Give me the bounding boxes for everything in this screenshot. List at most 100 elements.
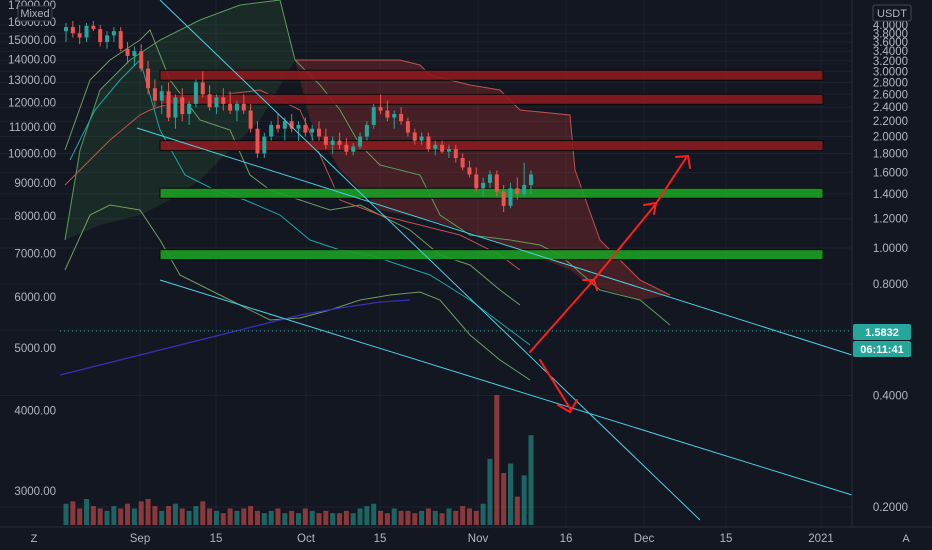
volume-bar: [419, 510, 425, 525]
countdown-value: 06:11:41: [860, 344, 903, 356]
volume-bar: [159, 510, 165, 525]
volume-bar: [186, 510, 192, 525]
candle-body: [303, 124, 308, 133]
trend-lines: [136, 0, 853, 521]
auto-scale-icon[interactable]: A: [902, 533, 910, 545]
candle-body: [344, 144, 349, 152]
right-tick-label: 1.0000: [873, 243, 908, 255]
date-tick-label: 15: [210, 533, 223, 545]
volume-bar: [90, 506, 96, 525]
right-tick-label: 1.8000: [873, 148, 908, 160]
projection-arrows: [529, 154, 691, 414]
support-zone[interactable]: [159, 187, 824, 199]
candle-body: [453, 149, 458, 159]
arrow-down-path: [539, 359, 572, 411]
candle-body: [371, 107, 376, 125]
left-tick-label: 8000.00: [14, 211, 56, 223]
volume-bar: [70, 501, 76, 525]
volume-bar: [289, 510, 295, 525]
volume-bar: [111, 506, 117, 525]
volume-bar: [104, 510, 110, 525]
right-tick-label: 3.4000: [873, 46, 908, 58]
volume-bar: [432, 510, 438, 525]
right-axis-ticks[interactable]: 4.00003.80003.60003.40003.20003.00002.80…: [873, 20, 908, 514]
candle-body: [467, 167, 472, 175]
scale-mode-label: Mixed: [20, 8, 49, 20]
volume-bar: [118, 508, 124, 525]
candle-body: [187, 103, 192, 115]
date-tick-label: Nov: [468, 533, 489, 545]
left-tick-label: 14000.00: [8, 54, 56, 66]
candle-body: [419, 136, 424, 141]
candle-body: [358, 136, 363, 147]
candle-body: [77, 33, 82, 38]
candle-body: [262, 136, 267, 154]
volume-bar: [323, 510, 329, 525]
candle-body: [440, 144, 445, 152]
currency-box[interactable]: [872, 4, 912, 22]
volume-bar: [261, 513, 267, 525]
volume-bar: [254, 510, 260, 525]
volume-bar: [77, 508, 83, 525]
candle-body: [337, 140, 342, 145]
candle-body: [296, 124, 301, 129]
date-axis-ticks[interactable]: Sep 15 Oct 15 Nov 16 Dec 15 2021: [130, 533, 834, 545]
candle-body: [234, 103, 239, 111]
volume-bar: [138, 501, 144, 525]
support-zone[interactable]: [159, 249, 824, 261]
volume-bar: [330, 513, 336, 525]
timezone-icon[interactable]: Z: [31, 533, 38, 545]
volume-bar: [521, 475, 527, 525]
price-zones: [159, 69, 824, 261]
right-tick-label: 0.2000: [873, 502, 908, 514]
volume-bar: [172, 503, 178, 525]
candle-body: [241, 103, 246, 111]
volume-bar: [384, 513, 390, 525]
candle-body: [310, 128, 315, 133]
volume-bar: [316, 513, 322, 525]
moving-average-blue: [59, 299, 411, 376]
candle-body: [173, 97, 178, 118]
candle-body: [207, 94, 212, 108]
right-tick-label: 4.0000: [873, 20, 908, 32]
date-tick-label: 16: [560, 533, 573, 545]
left-tick-label: 5000.00: [14, 343, 56, 355]
scale-mode-box[interactable]: [17, 5, 53, 22]
resistance-zone[interactable]: [159, 140, 824, 152]
volume-bar: [473, 510, 479, 525]
right-tick-label: 3.0000: [873, 66, 908, 78]
volume-bar: [357, 508, 363, 525]
volume-bar: [514, 496, 520, 525]
right-tick-label: 1.6000: [873, 167, 908, 179]
candle-body: [487, 174, 492, 183]
right-tick-label: 3.2000: [873, 56, 908, 68]
volume-bar: [275, 508, 281, 525]
candle-body: [317, 128, 322, 137]
date-tick-label: 15: [374, 533, 387, 545]
volume-bar: [125, 503, 131, 525]
moving-average-teal: [69, 59, 531, 346]
volume-bar: [200, 501, 206, 525]
trend-line-lower: [159, 279, 853, 496]
volume-bar: [220, 513, 226, 525]
right-tick-label: 0.8000: [873, 279, 908, 291]
candle-body: [460, 158, 465, 168]
left-tick-label: 10000.00: [8, 149, 56, 161]
candle-body: [446, 149, 451, 152]
arrow-head-1: [582, 279, 598, 291]
right-tick-label: 3.6000: [873, 37, 908, 49]
arrow-up-path: [529, 157, 687, 353]
candle-body: [132, 51, 137, 56]
right-tick-label: 2.4000: [873, 102, 908, 114]
resistance-zone[interactable]: [159, 69, 824, 81]
candle-body: [180, 97, 185, 115]
candle-body: [269, 124, 274, 137]
right-tick-label: 3.8000: [873, 28, 908, 40]
volume-bar: [302, 508, 308, 525]
candle-body: [125, 48, 130, 56]
candle-body: [474, 174, 479, 189]
volume-bar: [248, 506, 254, 525]
candle-body: [159, 91, 164, 101]
date-tick-label: Dec: [634, 533, 655, 545]
